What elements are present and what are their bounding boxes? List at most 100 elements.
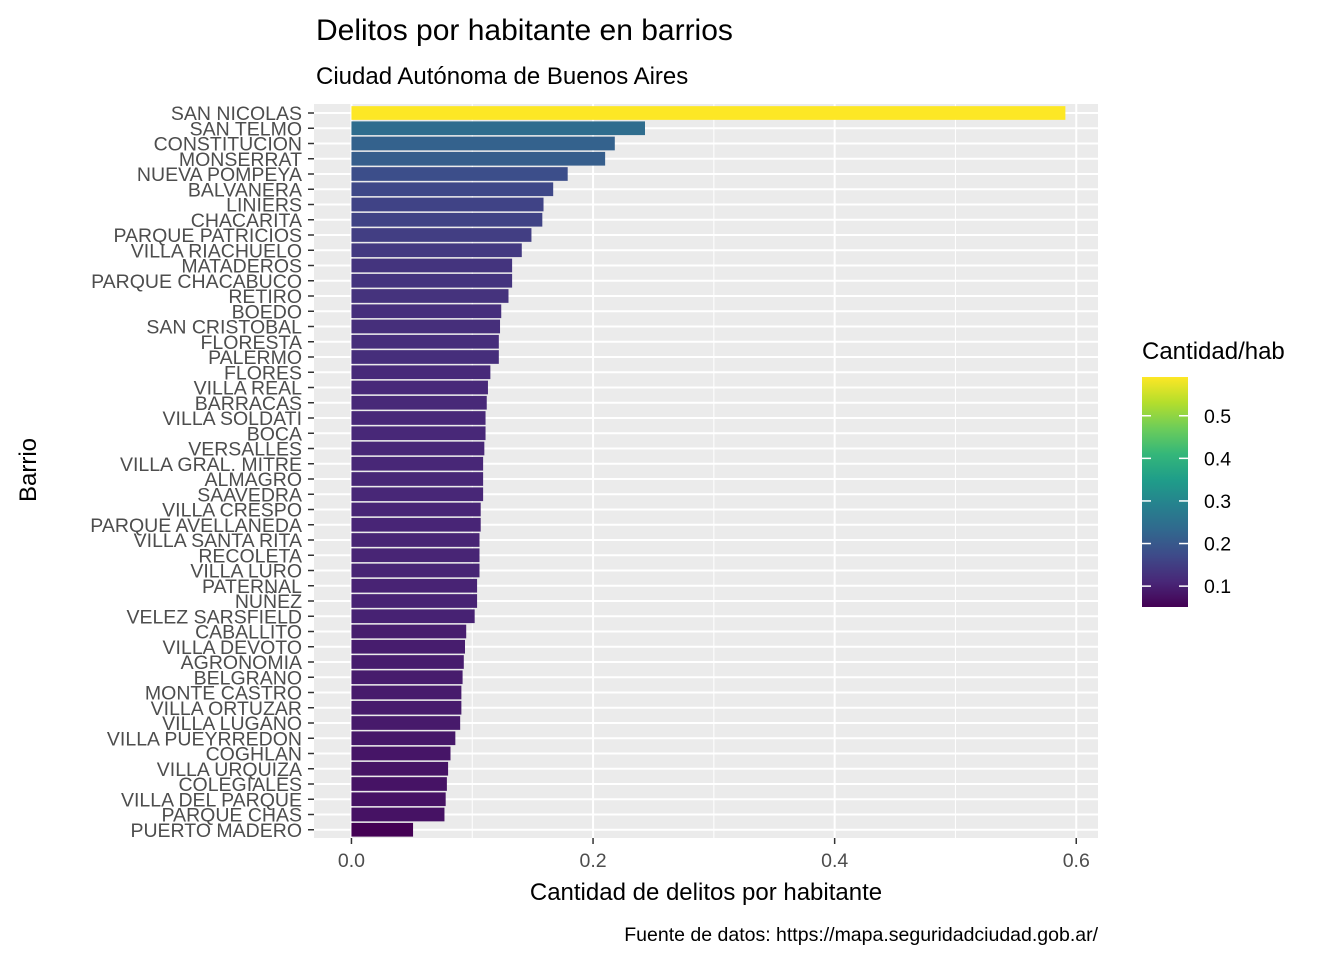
bar — [351, 792, 446, 807]
legend: Cantidad/hab 0.1 0.2 0.3 0.4 0.5 — [1142, 338, 1285, 607]
y-tick-label: BELGRANO — [194, 667, 302, 689]
legend-tick-label: 0.3 — [1204, 491, 1231, 513]
bar — [351, 487, 484, 502]
bar — [351, 563, 480, 578]
y-tick-label: NUÑEZ — [235, 589, 302, 613]
chart-subtitle: Ciudad Autónoma de Buenos Aires — [316, 63, 688, 90]
y-tick-label: FLORES — [224, 362, 302, 384]
legend-title: Cantidad/hab — [1142, 338, 1285, 365]
legend-tick-label: 0.2 — [1204, 534, 1231, 556]
bars-layer — [351, 106, 1066, 837]
y-tick-label: PALERMO — [208, 347, 302, 369]
y-tick-label: PARQUE CHAS — [162, 805, 303, 827]
y-tick-label: BALVANERA — [188, 179, 302, 201]
bar — [351, 273, 513, 288]
x-tick-label: 0.0 — [338, 850, 365, 872]
bar — [351, 350, 499, 364]
y-tick-label: VILLA SANTA RITA — [134, 530, 302, 552]
bar — [351, 624, 467, 639]
legend-ticks: 0.1 0.2 0.3 0.4 0.5 — [1142, 406, 1231, 598]
chart-title: Delitos por habitante en barrios — [316, 14, 733, 47]
legend-tick-label: 0.4 — [1204, 448, 1231, 470]
y-tick-label: MATADEROS — [181, 256, 302, 278]
bar — [351, 411, 486, 425]
bar — [351, 212, 543, 227]
bar — [351, 594, 478, 608]
y-tick-label: RECOLETA — [198, 545, 302, 567]
bar — [351, 822, 414, 837]
y-tick-label: VILLA GRAL. MITRE — [120, 454, 302, 476]
y-tick-label: VILLA DEL PARQUE — [121, 789, 302, 811]
bar — [351, 304, 502, 319]
y-tick-label: VERSALLES — [188, 439, 302, 461]
y-tick-label: VILLA LURO — [190, 561, 302, 583]
y-tick-label: VILLA URQUIZA — [157, 759, 302, 781]
bar — [351, 106, 1066, 120]
bar — [351, 289, 509, 303]
y-tick-label: ALMAGRO — [204, 469, 302, 491]
bar — [351, 731, 456, 746]
bar — [351, 456, 484, 471]
y-tick-label: MONTE CASTRO — [145, 683, 302, 705]
x-tick-label: 0.4 — [821, 850, 848, 872]
y-tick-label: VELEZ SARSFIELD — [126, 606, 302, 628]
bar — [351, 334, 499, 349]
y-tick-label: CHACARITA — [191, 210, 302, 232]
y-tick-label: SAN NICOLAS — [171, 103, 302, 125]
bar — [351, 258, 513, 273]
bar — [351, 197, 544, 212]
bar — [351, 517, 481, 532]
x-axis: 0.0 0.2 0.4 0.6 — [338, 838, 1090, 872]
x-tick-label: 0.2 — [579, 850, 606, 872]
y-axis-title: Barrio — [15, 438, 42, 502]
bar — [351, 380, 488, 395]
y-tick-label: BOEDO — [232, 301, 302, 323]
bar — [351, 472, 484, 486]
y-tick-label: VILLA RIACHUELO — [131, 240, 302, 262]
bar — [351, 685, 462, 700]
y-tick-label: LINIERS — [226, 195, 302, 217]
bar — [351, 151, 606, 166]
bar — [351, 670, 463, 685]
bar — [351, 395, 487, 410]
y-tick-label: SAAVEDRA — [197, 484, 302, 506]
bar — [351, 777, 447, 791]
y-tick-label: AGRONOMIA — [181, 652, 302, 674]
bar — [351, 167, 568, 181]
y-tick-label: SAN TELMO — [190, 118, 302, 140]
legend-colorbar — [1142, 377, 1188, 607]
bar — [351, 441, 485, 456]
bar — [351, 807, 445, 822]
bar — [351, 639, 466, 654]
x-tick-label: 0.6 — [1063, 850, 1090, 872]
y-tick-label: NUEVA POMPEYA — [137, 164, 302, 186]
bar — [351, 136, 615, 151]
chart-caption: Fuente de datos: https://mapa.seguridadc… — [624, 924, 1098, 946]
y-tick-label: PARQUE CHACABUCO — [91, 271, 302, 293]
y-tick-label: VILLA SOLDATI — [163, 408, 302, 430]
y-tick-label: VILLA PUEYRREDON — [107, 728, 302, 750]
y-tick-label: VILLA LUGANO — [162, 713, 302, 735]
y-tick-label: BARRACAS — [195, 393, 302, 415]
bar — [351, 121, 645, 136]
bar — [351, 548, 480, 563]
x-axis-title: Cantidad de delitos por habitante — [530, 879, 882, 906]
bar — [351, 716, 461, 730]
y-tick-label: VILLA CRESPO — [162, 500, 302, 522]
bar — [351, 243, 522, 258]
bar — [351, 365, 491, 380]
y-tick-label: VILLA DEVOTO — [163, 637, 302, 659]
bar — [351, 533, 480, 547]
y-tick-label: PARQUE PATRICIOS — [113, 225, 302, 247]
y-tick-label: BOCA — [247, 423, 302, 445]
y-tick-label: FLORESTA — [201, 332, 303, 354]
y-tick-label: VILLA REAL — [194, 378, 303, 400]
y-tick-label: PATERNAL — [202, 576, 302, 598]
bar — [351, 182, 554, 197]
legend-tick-label: 0.1 — [1204, 576, 1231, 598]
y-tick-label: VILLA ORTUZAR — [151, 698, 302, 720]
y-tick-label: CABALLITO — [195, 622, 302, 644]
